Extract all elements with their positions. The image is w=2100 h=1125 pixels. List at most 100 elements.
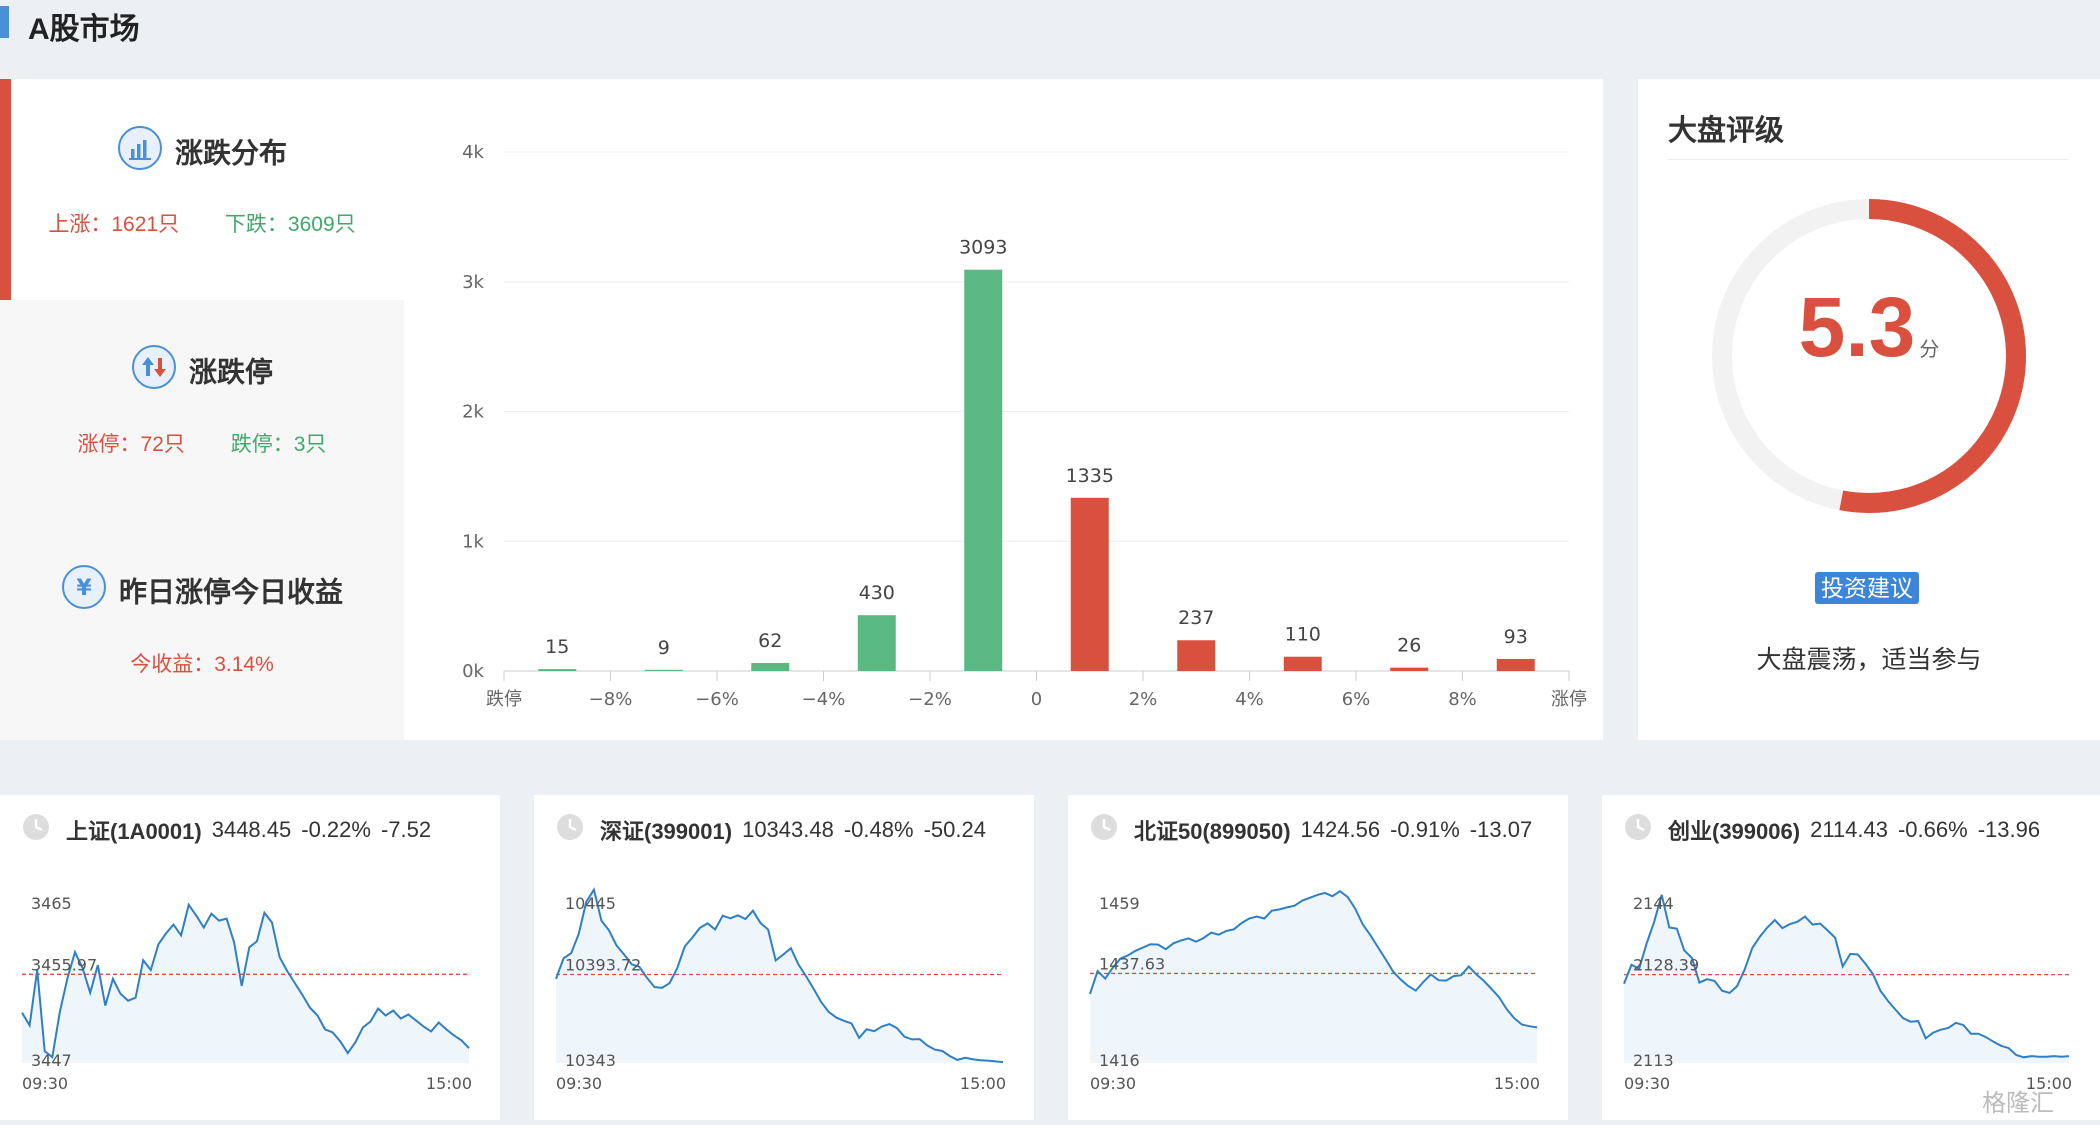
bar xyxy=(1390,667,1429,671)
index-price: 10343.48 xyxy=(742,817,834,842)
rating-title: 大盘评级 xyxy=(1668,115,1785,147)
distribution-chart: 0k 1k 2k 3k 4k 跌停 −8% −6% −4% −2% 0 2% 4% 6% 8% 涨停 15 9 62… xyxy=(462,142,1587,710)
bar xyxy=(1283,656,1322,671)
rating-score: 5.3 分 xyxy=(1638,279,2100,376)
x-tick-label: −8% xyxy=(589,689,633,710)
dist-down-count: 下跌：3609只 xyxy=(224,213,356,236)
bar xyxy=(964,269,1003,671)
x-tick-label: 2% xyxy=(1129,689,1158,710)
intraday-area xyxy=(22,904,469,1063)
intraday-area xyxy=(1090,891,1537,1063)
dist-title: 涨跌分布 xyxy=(0,125,404,178)
nav-item-limit[interactable]: 涨跌停 涨停：72只 跌停：3只 xyxy=(0,300,404,520)
y-high-label: 3465 xyxy=(31,894,72,913)
page-header: A股市场 xyxy=(0,0,2100,48)
index-name: 上证(1A0001) xyxy=(66,819,202,844)
index-header: 上证(1A0001) 3448.45 -0.22% -7.52 xyxy=(22,813,431,844)
bar xyxy=(1070,497,1109,671)
x-tick-label: 4% xyxy=(1235,689,1264,710)
active-indicator xyxy=(0,79,11,300)
index-card-sh[interactable]: 上证(1A0001) 3448.45 -0.22% -7.52 3465 3455.9… xyxy=(0,795,500,1120)
clock-icon xyxy=(22,813,50,847)
limit-title: 涨跌停 xyxy=(0,344,404,397)
intraday-line xyxy=(1089,889,1538,1029)
gauge-arc xyxy=(1712,199,2026,513)
index-name: 深证(399001) xyxy=(600,819,733,844)
time-end-label: 15:00 xyxy=(1494,1074,1540,1093)
x-tick-label: −2% xyxy=(908,689,952,710)
bar-value-label: 430 xyxy=(859,582,895,604)
y-low-label: 2113 xyxy=(1633,1051,1674,1070)
index-name: 创业(399006) xyxy=(1668,819,1801,844)
bar-value-label: 15 xyxy=(545,636,569,658)
y-high-label: 10445 xyxy=(565,894,616,913)
intraday-chart: 2144 2128.39 2113 09:30 15:00 xyxy=(1623,894,2072,1093)
index-card-bj50[interactable]: 北证50(899050) 1424.56 -0.91% -13.07 1459 143… xyxy=(1068,795,1568,1120)
left-nav-panel: 涨跌分布 上涨：1621只 下跌：3609只 涨跌停 涨停：72只 跌停：3只 xyxy=(0,79,404,740)
score-unit: 分 xyxy=(1919,339,1940,361)
intraday-area xyxy=(556,889,1003,1063)
y-ref-label: 3455.97 xyxy=(31,955,97,974)
index-header: 创业(399006) 2114.43 -0.66% -13.96 xyxy=(1624,813,2040,844)
intraday-chart: 3465 3455.97 3447 09:30 15:00 xyxy=(21,894,472,1093)
bar-value-label: 3093 xyxy=(959,237,1007,259)
time-start-label: 09:30 xyxy=(1624,1074,1670,1093)
advice-text: 大盘震荡，适当参与 xyxy=(1756,646,1982,674)
y-low-label: 1416 xyxy=(1099,1051,1140,1070)
x-tick-label: 8% xyxy=(1448,689,1477,710)
nav-item-dist[interactable]: 涨跌分布 上涨：1621只 下跌：3609只 xyxy=(0,79,404,300)
clock-icon xyxy=(1624,813,1652,847)
y-ref-label: 10393.72 xyxy=(565,955,641,974)
intraday-area xyxy=(1624,894,2069,1063)
index-header: 北证50(899050) 1424.56 -0.91% -13.07 xyxy=(1090,813,1532,844)
x-tick-label: 涨停 xyxy=(1551,689,1587,710)
rating-gauge xyxy=(1712,199,2026,513)
nav-item-yesterday[interactable]: ¥ 昨日涨停今日收益 今收益：3.14% xyxy=(0,520,404,740)
x-tick-label: 跌停 xyxy=(486,689,522,710)
bar-value-label: 1335 xyxy=(1066,465,1114,487)
x-tick-label: 6% xyxy=(1342,689,1371,710)
y-high-label: 2144 xyxy=(1633,894,1674,913)
bar-value-label: 62 xyxy=(758,630,782,652)
y-tick-label: 3k xyxy=(462,272,484,293)
limit-up-count: 涨停：72只 xyxy=(77,433,185,456)
index-header: 深证(399001) 10343.48 -0.48% -50.24 xyxy=(556,813,986,844)
time-start-label: 09:30 xyxy=(1090,1074,1136,1093)
y-ref-label: 1437.63 xyxy=(1099,954,1165,973)
bar-chart-icon xyxy=(117,125,163,178)
time-end-label: 15:00 xyxy=(426,1074,472,1093)
y-tick-label: 2k xyxy=(462,402,484,423)
watermark: 格隆汇 xyxy=(1982,1090,2054,1117)
bar xyxy=(1177,640,1216,671)
time-start-label: 09:30 xyxy=(22,1074,68,1093)
clock-icon xyxy=(556,813,584,847)
score-number: 5.3 xyxy=(1798,280,1916,374)
bar xyxy=(538,669,577,671)
clock-icon xyxy=(1090,813,1118,847)
intraday-line xyxy=(555,887,1004,1064)
bar xyxy=(644,669,683,671)
y-low-label: 10343 xyxy=(565,1051,616,1070)
x-tick-label: −4% xyxy=(802,689,846,710)
bar-value-label: 26 xyxy=(1397,635,1421,657)
index-chg: -50.24 xyxy=(923,817,986,842)
yesterday-title: ¥ 昨日涨停今日收益 xyxy=(0,564,404,617)
index-pct: -0.66% xyxy=(1897,817,1968,842)
x-tick-label: 0 xyxy=(1031,689,1042,710)
page-title: A股市场 xyxy=(28,13,140,46)
limit-down-count: 跌停：3只 xyxy=(230,433,327,456)
distribution-chart-panel: 0k 1k 2k 3k 4k 跌停 −8% −6% −4% −2% 0 2% 4% 6% 8% 涨停 15 9 62… xyxy=(404,79,1603,740)
index-card-cy[interactable]: 创业(399006) 2114.43 -0.66% -13.96 2144 2128.… xyxy=(1602,795,2100,1120)
intraday-line xyxy=(21,902,470,1059)
advice-button[interactable]: 投资建议 xyxy=(1815,572,1919,604)
index-card-sz[interactable]: 深证(399001) 10343.48 -0.48% -50.24 10445 103… xyxy=(534,795,1034,1120)
time-end-label: 15:00 xyxy=(2026,1074,2072,1093)
index-pct: -0.22% xyxy=(301,817,371,842)
x-tick-label: −6% xyxy=(695,689,739,710)
bar-value-label: 110 xyxy=(1285,624,1321,646)
y-ref-label: 2128.39 xyxy=(1633,956,1699,975)
y-tick-label: 1k xyxy=(462,531,484,552)
index-pct: -0.48% xyxy=(843,817,914,842)
time-end-label: 15:00 xyxy=(960,1074,1006,1093)
y-high-label: 1459 xyxy=(1099,894,1140,913)
